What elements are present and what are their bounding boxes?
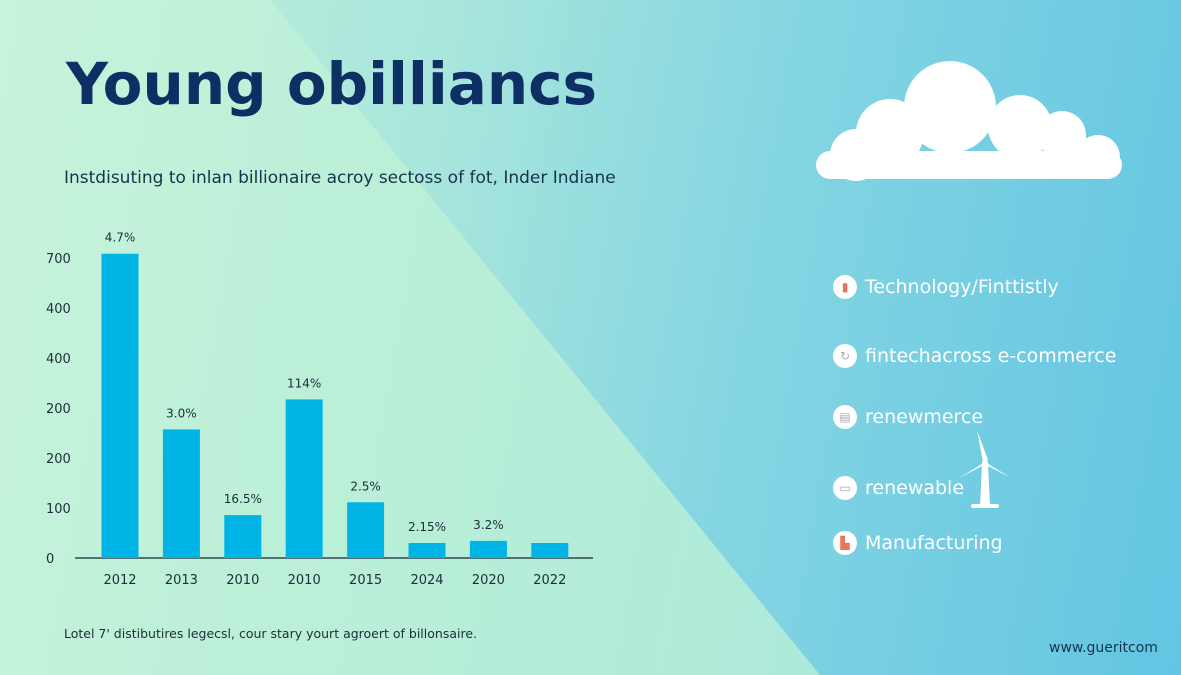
legend-label: Technology/Finttistly (865, 276, 1059, 298)
y-tick-label: 200 (46, 402, 71, 417)
data-label: 2.5% (350, 479, 381, 493)
legend-label: renewmerce (865, 406, 984, 428)
legend-item-manufacturing: ▙ Manufacturing (833, 531, 1003, 555)
data-label: 2.15% (408, 520, 446, 534)
x-tick-label: 2024 (410, 573, 443, 588)
y-tick-label: 200 (46, 452, 71, 467)
battery-icon: ▭ (833, 476, 857, 500)
legend-item-fintech: ↻ fintechacross e-commerce (833, 344, 1116, 368)
y-tick-label: 700 (46, 252, 71, 267)
legend-label: renewable (865, 477, 965, 499)
data-label: 16.5% (224, 492, 262, 506)
factory-icon: ▙ (833, 531, 857, 555)
bar (224, 515, 262, 558)
y-tick-label: 400 (46, 302, 71, 317)
refresh-icon: ↻ (833, 344, 857, 368)
legend-item-renewmerce: ▤ renewmerce (833, 405, 983, 429)
bar (162, 429, 200, 558)
wind-turbine-icon (959, 430, 1011, 508)
bar (408, 543, 446, 558)
data-label: 114% (287, 376, 321, 390)
subtitle: Instdisuting to inlan billionaire acroy … (64, 168, 616, 188)
x-tick-label: 2010 (288, 573, 321, 588)
bar (101, 253, 139, 558)
page-title: Young obilliancs (66, 50, 598, 118)
legend-label: Manufacturing (865, 532, 1003, 554)
x-tick-label: 2020 (472, 573, 505, 588)
data-label: 3.0% (166, 406, 197, 420)
legend-label: fintechacross e-commerce (865, 345, 1117, 367)
y-tick-label: 0 (46, 552, 54, 567)
bar (347, 502, 385, 558)
cloud-icon (816, 61, 1122, 181)
x-tick-label: 2013 (165, 573, 198, 588)
bar-chart: 0 100 200 200 400 400 700 4.7% 2012 3.0% 2013 16.5%… (46, 231, 593, 588)
data-label: 3.2% (473, 518, 504, 532)
y-tick-label: 400 (46, 352, 71, 367)
thermometer-icon: ▮ (833, 275, 857, 299)
legend-item-renewable: ▭ renewable (833, 476, 964, 500)
bar (469, 540, 507, 558)
y-tick-label: 100 (46, 502, 71, 517)
x-tick-label: 2010 (226, 573, 259, 588)
x-tick-label: 2022 (533, 573, 566, 588)
bar (531, 543, 569, 558)
legend-item-technology: ▮ Technology/Finttistly (833, 275, 1059, 299)
data-label: 4.7% (105, 231, 136, 245)
footnote: Lotel 7' distibutires legecsl, cour star… (64, 626, 478, 641)
x-tick-label: 2015 (349, 573, 382, 588)
x-tick-label: 2012 (103, 573, 136, 588)
document-icon: ▤ (833, 405, 857, 429)
bar (285, 399, 323, 558)
website-url: www.gueritcom (1049, 640, 1158, 656)
